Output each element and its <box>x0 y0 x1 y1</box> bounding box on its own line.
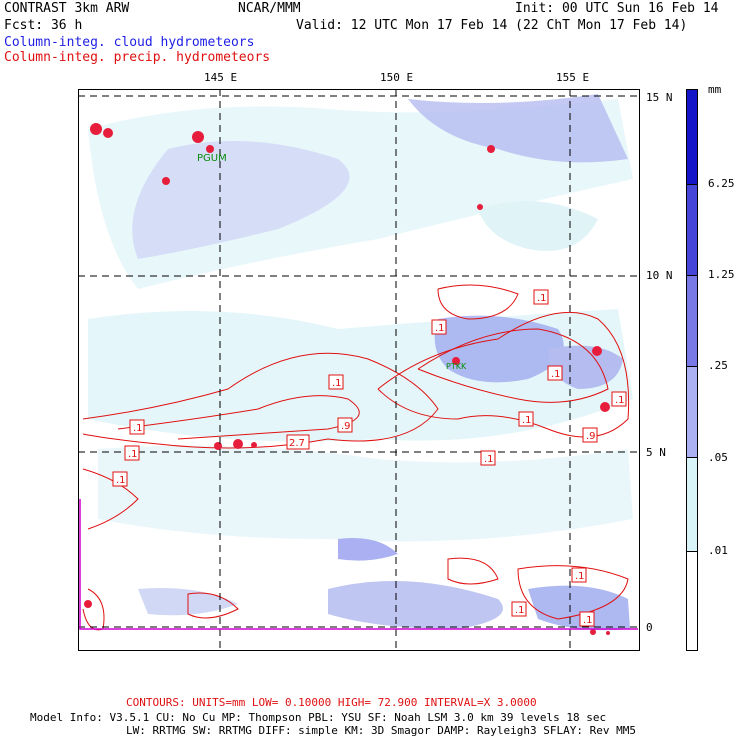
colorbar-bin-2 <box>686 184 698 276</box>
domain-border <box>79 499 638 630</box>
forecast-hour: Fcst: 36 h <box>4 18 83 33</box>
colorbar-bin-6 <box>686 551 698 651</box>
svg-text:.1: .1 <box>615 395 625 406</box>
lat-label-eq: 0 <box>646 621 653 634</box>
contour-label: .1 <box>129 419 145 435</box>
contour-label: .1 <box>124 445 140 461</box>
contour-label: .1 <box>518 411 534 427</box>
init-time: Init: 00 UTC Sun 16 Feb 14 <box>515 1 719 16</box>
contour-label: .1 <box>611 391 627 407</box>
svg-text:.1: .1 <box>128 449 138 460</box>
colorbar-label: .25 <box>708 359 728 372</box>
svg-text:.1: .1 <box>116 475 126 486</box>
lon-label-145: 145 E <box>204 71 238 84</box>
contour-label: .9 <box>337 417 353 433</box>
lon-label-155: 155 E <box>556 71 590 84</box>
contour-label: .1 <box>112 471 128 487</box>
contour-label: .1 <box>480 450 496 466</box>
map-panel: .1 .1 .1 .1 .9 2.7 .1 .1 .1 .9 .1 .1 .1 … <box>78 89 640 651</box>
lat-label-5n: 5 N <box>646 446 666 459</box>
center-label: NCAR/MMM <box>238 1 301 16</box>
colorbar-bin-5 <box>686 457 698 552</box>
svg-text:.1: .1 <box>583 615 593 626</box>
colorbar-label: .01 <box>708 544 728 557</box>
svg-text:.1: .1 <box>435 323 445 334</box>
plot-title: CONTRAST 3km ARW <box>4 1 130 16</box>
contour-label: .1 <box>571 567 587 583</box>
lon-label-150: 150 E <box>380 71 414 84</box>
contour-label: .1 <box>533 289 549 305</box>
svg-text:.1: .1 <box>522 415 532 426</box>
colorbar-bin-4 <box>686 366 698 458</box>
model-info-line2: LW: RRTMG SW: RRTMG DIFF: simple KM: 3D … <box>126 724 636 737</box>
cloud-shading <box>88 94 633 631</box>
svg-text:.1: .1 <box>537 293 547 304</box>
contour-label: .1 <box>431 319 447 335</box>
svg-text:2.7: 2.7 <box>289 438 305 449</box>
map-frame <box>78 89 640 651</box>
svg-text:.1: .1 <box>332 378 342 389</box>
contour-info: CONTOURS: UNITS=mm LOW= 0.10000 HIGH= 72… <box>126 696 537 709</box>
lat-label-10n: 10 N <box>646 269 673 282</box>
colorbar-bin-3 <box>686 275 698 367</box>
svg-text:.1: .1 <box>551 369 561 380</box>
colorbar-label: 1.25 <box>708 268 735 281</box>
precip-spots <box>84 123 610 635</box>
lat-label-15n: 15 N <box>646 91 673 104</box>
contour-label: .1 <box>547 365 563 381</box>
contour-label: 2.7 <box>286 434 310 450</box>
legend-precip: Column-integ. precip. hydrometeors <box>4 50 271 65</box>
svg-text:.1: .1 <box>133 423 143 434</box>
station-label: PGUM <box>197 153 227 164</box>
colorbar-label: 6.25 <box>708 177 735 190</box>
precip-contours <box>82 284 630 631</box>
colorbar-unit: mm <box>708 83 722 96</box>
colorbar-bin-1 <box>686 89 698 185</box>
lat-lon-grid <box>78 89 640 651</box>
contour-label: .9 <box>582 427 598 443</box>
colorbar-label: .05 <box>708 451 728 464</box>
contour-label-group: .1 .1 .1 .1 .9 2.7 .1 .1 .1 .9 .1 .1 .1 … <box>112 289 627 627</box>
contour-label: .1 <box>579 611 595 627</box>
model-info-line1: Model Info: V3.5.1 CU: No Cu MP: Thompso… <box>30 711 607 724</box>
svg-text:.1: .1 <box>515 605 525 616</box>
contour-label: .1 <box>328 374 344 390</box>
valid-time: Valid: 12 UTC Mon 17 Feb 14 (22 ChT Mon … <box>296 18 688 33</box>
svg-text:.9: .9 <box>341 421 351 432</box>
station-label: PTKK <box>446 362 467 371</box>
svg-text:.1: .1 <box>484 454 494 465</box>
contour-label: .1 <box>511 601 527 617</box>
svg-text:.1: .1 <box>575 571 585 582</box>
svg-text:.9: .9 <box>586 431 596 442</box>
legend-cloud: Column-integ. cloud hydrometeors <box>4 35 255 50</box>
